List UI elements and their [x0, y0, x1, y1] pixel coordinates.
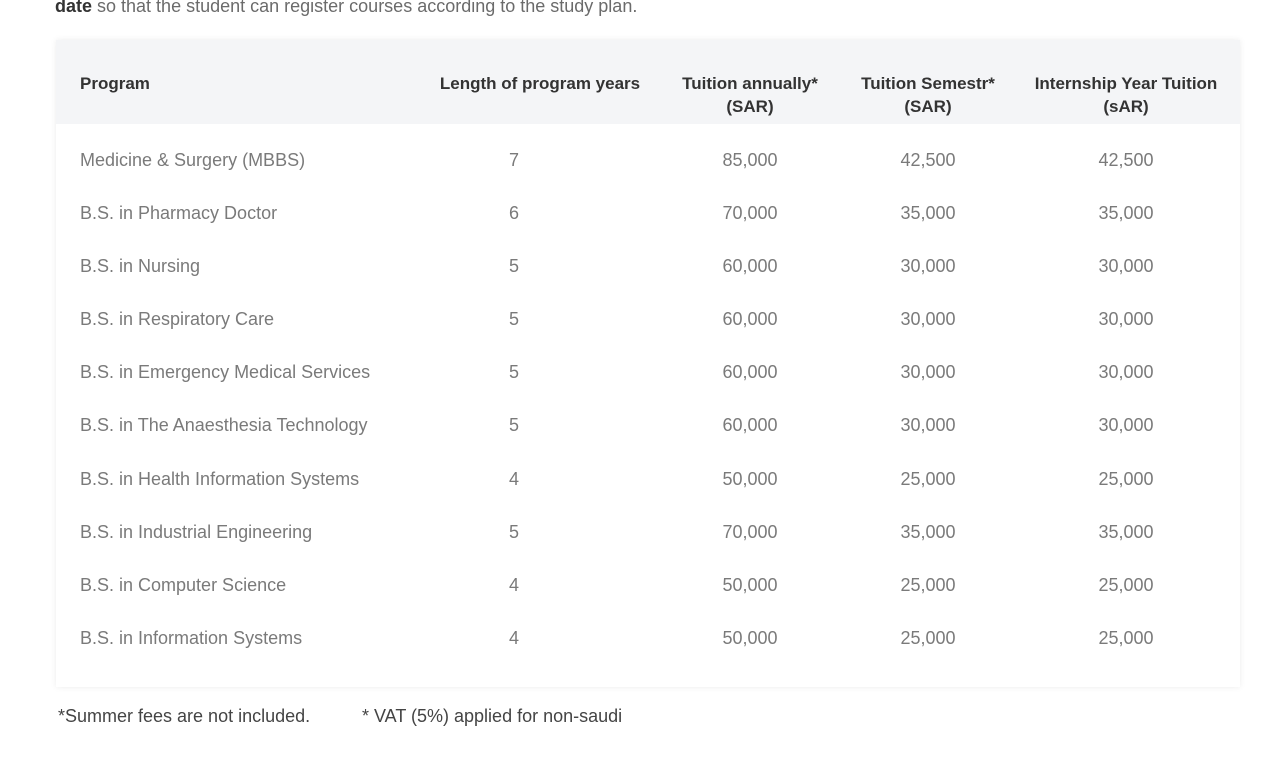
cell-semester: 25,000 [900, 627, 956, 648]
cell-program: Medicine & Surgery (MBBS) [80, 150, 306, 170]
header-tuition-annually: Tuition annually* (SAR) [670, 72, 830, 118]
cell-semester: 35,000 [900, 521, 956, 542]
intro-bold: date [55, 0, 93, 16]
footnote-vat: * VAT (5%) applied for non-saudi [362, 706, 623, 726]
cell-internship: 35,000 [1098, 521, 1154, 542]
cell-semester: 42,500 [900, 150, 956, 170]
intro-rest: so that the student can register courses… [92, 0, 638, 16]
cell-internship: 30,000 [1098, 309, 1154, 330]
table-row: B.S. in Pharmacy Doctor 6 70,000 35,000 … [56, 189, 1240, 242]
table-row: B.S. in Industrial Engineering 5 70,000 … [56, 508, 1240, 561]
cell-internship: 30,000 [1098, 256, 1154, 277]
header-internship-tuition: Internship Year Tuition (sAR) [1026, 72, 1226, 118]
cell-years: 5 [508, 521, 519, 542]
cell-years: 5 [508, 309, 519, 330]
cell-annual: 85,000 [722, 150, 778, 170]
cell-annual: 50,000 [722, 468, 778, 489]
cell-years: 5 [508, 415, 519, 436]
cell-annual: 60,000 [722, 256, 778, 277]
cell-program: B.S. in Health Information Systems [80, 468, 360, 489]
table-row: B.S. in Information Systems 4 50,000 25,… [56, 614, 1240, 667]
cell-internship: 25,000 [1098, 468, 1154, 489]
cell-semester: 30,000 [900, 309, 956, 330]
cell-internship: 35,000 [1098, 203, 1154, 224]
cell-annual: 60,000 [722, 362, 778, 383]
header-tuition-annually-line1: Tuition annually* [682, 74, 818, 93]
table-row: B.S. in Health Information Systems 4 50,… [56, 455, 1240, 508]
cell-program: B.S. in Industrial Engineering [80, 521, 313, 542]
table-row: B.S. in Computer Science 4 50,000 25,000… [56, 561, 1240, 614]
cell-annual: 50,000 [722, 627, 778, 648]
cell-semester: 30,000 [900, 415, 956, 436]
cell-semester: 30,000 [900, 362, 956, 383]
cell-annual: 50,000 [722, 574, 778, 595]
cell-years: 5 [508, 362, 519, 383]
cell-internship: 42,500 [1098, 150, 1154, 170]
intro-text: date so that the student can register co… [55, 0, 637, 17]
header-tuition-annually-line2: (SAR) [726, 97, 774, 116]
header-tuition-semester: Tuition Semestr* (SAR) [848, 72, 1008, 118]
cell-internship: 30,000 [1098, 415, 1154, 436]
cell-semester: 25,000 [900, 574, 956, 595]
cell-years: 4 [508, 468, 519, 489]
header-program: Program [80, 74, 150, 93]
cell-years: 6 [508, 203, 519, 224]
cell-internship: 25,000 [1098, 574, 1154, 595]
footnote-summer-fees: *Summer fees are not included. [58, 706, 311, 726]
cell-semester: 35,000 [900, 203, 956, 224]
cell-annual: 60,000 [722, 415, 778, 436]
cell-program: B.S. in Emergency Medical Services [80, 362, 371, 383]
cell-annual: 70,000 [722, 203, 778, 224]
cell-years: 4 [508, 574, 519, 595]
table-row: B.S. in Nursing 5 60,000 30,000 30,000 [56, 242, 1240, 295]
cell-annual: 60,000 [722, 309, 778, 330]
header-internship-tuition-line2: (sAR) [1103, 97, 1149, 116]
table-row: B.S. in Respiratory Care 5 60,000 30,000… [56, 295, 1240, 348]
cell-years: 5 [508, 256, 519, 277]
cell-internship: 25,000 [1098, 627, 1154, 648]
header-internship-tuition-line1: Internship Year Tuition [1034, 74, 1218, 93]
cell-program: B.S. in Computer Science [80, 574, 287, 595]
cell-semester: 30,000 [900, 256, 956, 277]
cell-program: B.S. in Respiratory Care [80, 309, 275, 330]
cell-years: 4 [508, 627, 519, 648]
cell-internship: 30,000 [1098, 362, 1154, 383]
cell-years: 7 [508, 150, 519, 170]
cell-program: B.S. in Nursing [80, 256, 201, 277]
cell-annual: 70,000 [722, 521, 778, 542]
cell-program: B.S. in The Anaesthesia Technology [80, 415, 368, 436]
table-row: B.S. in The Anaesthesia Technology 5 60,… [56, 401, 1240, 454]
table-body: Medicine & Surgery (MBBS) 7 85,000 42,50… [56, 136, 1240, 667]
cell-program: B.S. in Pharmacy Doctor [80, 203, 278, 224]
table-row: Medicine & Surgery (MBBS) 7 85,000 42,50… [56, 136, 1240, 189]
header-length: Length of program years [439, 74, 641, 93]
tuition-table: Program Length of program years Tuition … [56, 40, 1240, 687]
header-tuition-semester-line1: Tuition Semestr* [861, 74, 995, 93]
table-row: B.S. in Emergency Medical Services 5 60,… [56, 348, 1240, 401]
cell-semester: 25,000 [900, 468, 956, 489]
cell-program: B.S. in Information Systems [80, 627, 303, 648]
table-header: Program Length of program years Tuition … [56, 40, 1240, 124]
header-tuition-semester-line2: (SAR) [904, 97, 952, 116]
